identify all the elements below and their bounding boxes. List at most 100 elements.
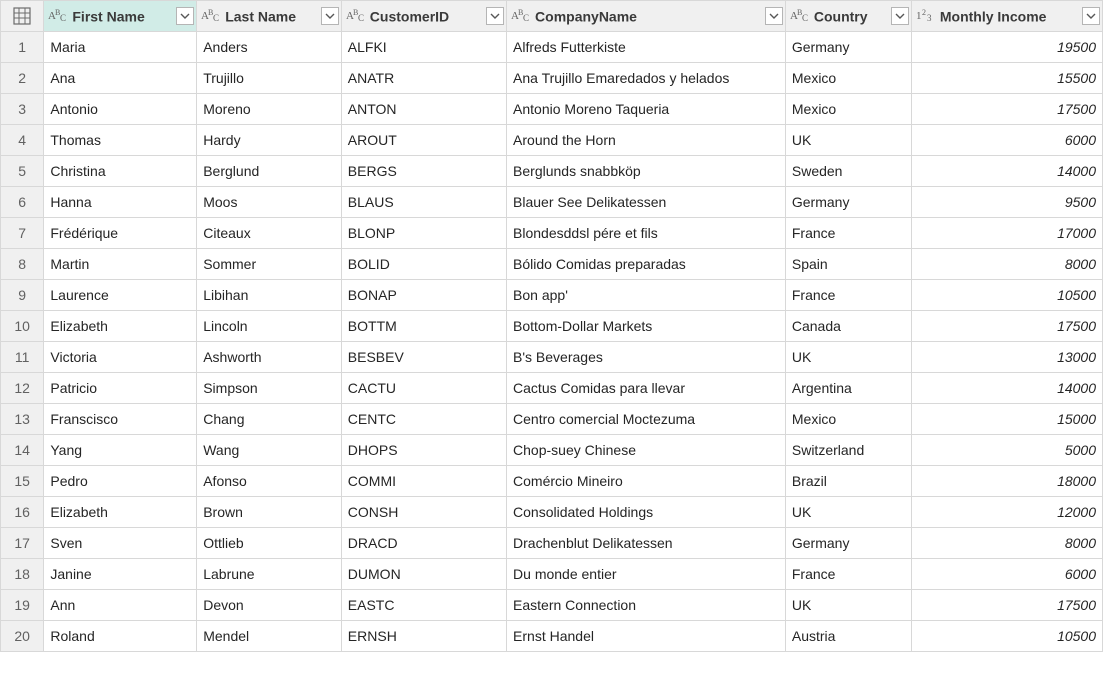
cell-firstName[interactable]: Christina bbox=[44, 156, 197, 187]
cell-companyName[interactable]: Blauer See Delikatessen bbox=[507, 187, 786, 218]
table-row[interactable]: 20RolandMendelERNSHErnst HandelAustria10… bbox=[1, 621, 1103, 652]
cell-lastName[interactable]: Ottlieb bbox=[197, 528, 342, 559]
cell-country[interactable]: Canada bbox=[785, 311, 911, 342]
cell-customerId[interactable]: BLAUS bbox=[341, 187, 506, 218]
cell-country[interactable]: Germany bbox=[785, 32, 911, 63]
cell-firstName[interactable]: Roland bbox=[44, 621, 197, 652]
row-number[interactable]: 11 bbox=[1, 342, 44, 373]
cell-monthlyIncome[interactable]: 19500 bbox=[911, 32, 1102, 63]
cell-monthlyIncome[interactable]: 13000 bbox=[911, 342, 1102, 373]
cell-lastName[interactable]: Devon bbox=[197, 590, 342, 621]
row-number[interactable]: 4 bbox=[1, 125, 44, 156]
cell-customerId[interactable]: AROUT bbox=[341, 125, 506, 156]
row-number[interactable]: 17 bbox=[1, 528, 44, 559]
cell-monthlyIncome[interactable]: 14000 bbox=[911, 373, 1102, 404]
row-number[interactable]: 3 bbox=[1, 94, 44, 125]
column-header-lastName[interactable]: ABCLast Name bbox=[197, 1, 342, 32]
row-number[interactable]: 8 bbox=[1, 249, 44, 280]
cell-firstName[interactable]: Patricio bbox=[44, 373, 197, 404]
cell-customerId[interactable]: BOLID bbox=[341, 249, 506, 280]
cell-lastName[interactable]: Brown bbox=[197, 497, 342, 528]
cell-customerId[interactable]: COMMI bbox=[341, 466, 506, 497]
row-number[interactable]: 12 bbox=[1, 373, 44, 404]
cell-country[interactable]: France bbox=[785, 218, 911, 249]
cell-customerId[interactable]: CONSH bbox=[341, 497, 506, 528]
cell-companyName[interactable]: Comércio Mineiro bbox=[507, 466, 786, 497]
column-header-monthlyIncome[interactable]: 123Monthly Income bbox=[911, 1, 1102, 32]
cell-lastName[interactable]: Chang bbox=[197, 404, 342, 435]
cell-customerId[interactable]: EASTC bbox=[341, 590, 506, 621]
cell-firstName[interactable]: Elizabeth bbox=[44, 497, 197, 528]
filter-button-customerId[interactable] bbox=[486, 7, 504, 25]
cell-companyName[interactable]: Around the Horn bbox=[507, 125, 786, 156]
cell-monthlyIncome[interactable]: 6000 bbox=[911, 559, 1102, 590]
cell-companyName[interactable]: Drachenblut Delikatessen bbox=[507, 528, 786, 559]
cell-customerId[interactable]: DHOPS bbox=[341, 435, 506, 466]
cell-monthlyIncome[interactable]: 9500 bbox=[911, 187, 1102, 218]
cell-firstName[interactable]: Franscisco bbox=[44, 404, 197, 435]
cell-lastName[interactable]: Wang bbox=[197, 435, 342, 466]
cell-companyName[interactable]: Blondesddsl pére et fils bbox=[507, 218, 786, 249]
cell-customerId[interactable]: ALFKI bbox=[341, 32, 506, 63]
row-number[interactable]: 16 bbox=[1, 497, 44, 528]
row-number[interactable]: 5 bbox=[1, 156, 44, 187]
cell-lastName[interactable]: Moos bbox=[197, 187, 342, 218]
column-header-companyName[interactable]: ABCCompanyName bbox=[507, 1, 786, 32]
cell-customerId[interactable]: ANTON bbox=[341, 94, 506, 125]
cell-companyName[interactable]: Berglunds snabbköp bbox=[507, 156, 786, 187]
cell-companyName[interactable]: Centro comercial Moctezuma bbox=[507, 404, 786, 435]
table-row[interactable]: 17SvenOttliebDRACDDrachenblut Delikatess… bbox=[1, 528, 1103, 559]
cell-country[interactable]: Mexico bbox=[785, 94, 911, 125]
row-number[interactable]: 19 bbox=[1, 590, 44, 621]
table-row[interactable]: 15PedroAfonsoCOMMIComércio MineiroBrazil… bbox=[1, 466, 1103, 497]
cell-customerId[interactable]: CENTC bbox=[341, 404, 506, 435]
cell-country[interactable]: Germany bbox=[785, 528, 911, 559]
table-row[interactable]: 18JanineLabruneDUMONDu monde entierFranc… bbox=[1, 559, 1103, 590]
cell-monthlyIncome[interactable]: 10500 bbox=[911, 280, 1102, 311]
cell-monthlyIncome[interactable]: 15500 bbox=[911, 63, 1102, 94]
cell-monthlyIncome[interactable]: 5000 bbox=[911, 435, 1102, 466]
cell-country[interactable]: UK bbox=[785, 590, 911, 621]
cell-firstName[interactable]: Maria bbox=[44, 32, 197, 63]
cell-monthlyIncome[interactable]: 18000 bbox=[911, 466, 1102, 497]
cell-country[interactable]: UK bbox=[785, 342, 911, 373]
cell-customerId[interactable]: DRACD bbox=[341, 528, 506, 559]
cell-firstName[interactable]: Pedro bbox=[44, 466, 197, 497]
cell-firstName[interactable]: Hanna bbox=[44, 187, 197, 218]
cell-firstName[interactable]: Sven bbox=[44, 528, 197, 559]
cell-lastName[interactable]: Anders bbox=[197, 32, 342, 63]
cell-country[interactable]: France bbox=[785, 559, 911, 590]
cell-firstName[interactable]: Martin bbox=[44, 249, 197, 280]
row-number[interactable]: 9 bbox=[1, 280, 44, 311]
cell-companyName[interactable]: Antonio Moreno Taqueria bbox=[507, 94, 786, 125]
table-row[interactable]: 1MariaAndersALFKIAlfreds FutterkisteGerm… bbox=[1, 32, 1103, 63]
cell-firstName[interactable]: Yang bbox=[44, 435, 197, 466]
cell-lastName[interactable]: Libihan bbox=[197, 280, 342, 311]
cell-country[interactable]: Switzerland bbox=[785, 435, 911, 466]
cell-country[interactable]: Germany bbox=[785, 187, 911, 218]
cell-country[interactable]: UK bbox=[785, 125, 911, 156]
table-row[interactable]: 19AnnDevonEASTCEastern ConnectionUK17500 bbox=[1, 590, 1103, 621]
cell-companyName[interactable]: Cactus Comidas para llevar bbox=[507, 373, 786, 404]
cell-monthlyIncome[interactable]: 8000 bbox=[911, 528, 1102, 559]
table-row[interactable]: 3AntonioMorenoANTONAntonio Moreno Taquer… bbox=[1, 94, 1103, 125]
cell-lastName[interactable]: Hardy bbox=[197, 125, 342, 156]
row-number[interactable]: 1 bbox=[1, 32, 44, 63]
filter-button-firstName[interactable] bbox=[176, 7, 194, 25]
cell-monthlyIncome[interactable]: 15000 bbox=[911, 404, 1102, 435]
table-row[interactable]: 16ElizabethBrownCONSHConsolidated Holdin… bbox=[1, 497, 1103, 528]
row-number[interactable]: 15 bbox=[1, 466, 44, 497]
table-row[interactable]: 12PatricioSimpsonCACTUCactus Comidas par… bbox=[1, 373, 1103, 404]
cell-companyName[interactable]: Bólido Comidas preparadas bbox=[507, 249, 786, 280]
row-number[interactable]: 10 bbox=[1, 311, 44, 342]
filter-button-companyName[interactable] bbox=[765, 7, 783, 25]
cell-country[interactable]: Austria bbox=[785, 621, 911, 652]
table-row[interactable]: 4ThomasHardyAROUTAround the HornUK6000 bbox=[1, 125, 1103, 156]
cell-customerId[interactable]: ANATR bbox=[341, 63, 506, 94]
filter-button-country[interactable] bbox=[891, 7, 909, 25]
cell-companyName[interactable]: Ernst Handel bbox=[507, 621, 786, 652]
cell-firstName[interactable]: Elizabeth bbox=[44, 311, 197, 342]
cell-country[interactable]: Spain bbox=[785, 249, 911, 280]
column-header-customerId[interactable]: ABCCustomerID bbox=[341, 1, 506, 32]
cell-country[interactable]: UK bbox=[785, 497, 911, 528]
